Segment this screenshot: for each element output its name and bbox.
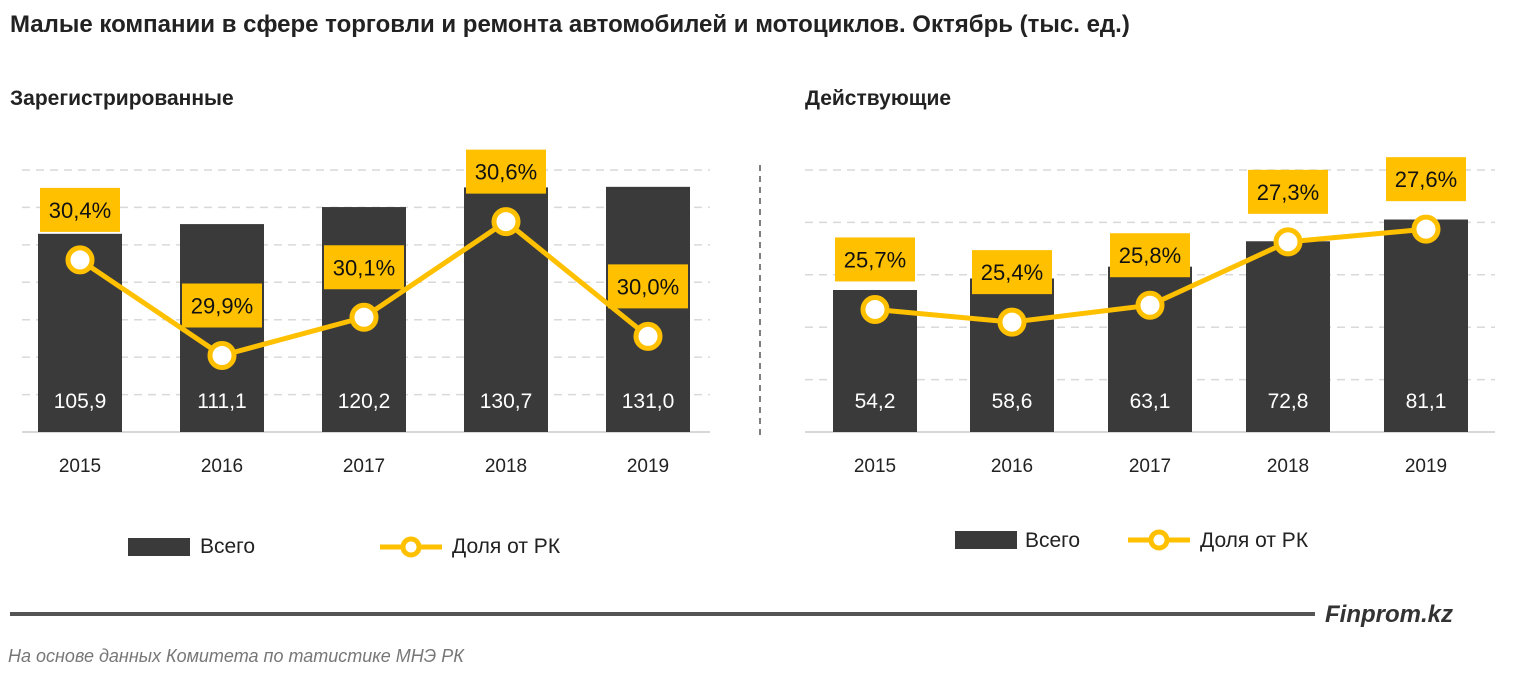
- share-label-box: [1248, 169, 1328, 214]
- legend-line-label: Доля от РК: [452, 535, 561, 558]
- share-label-box: [40, 187, 120, 232]
- right-chart-title: Действующие: [805, 87, 951, 110]
- brand-logo: Finprom.kz: [1325, 601, 1453, 628]
- share-label: 30,6%: [475, 160, 537, 185]
- bar: [606, 186, 690, 432]
- share-label: 30,0%: [617, 274, 679, 299]
- x-tick-label: 2019: [627, 456, 669, 477]
- main-title: Малые компании в сфере торговли и ремонт…: [10, 11, 1130, 38]
- share-label-box: [324, 245, 404, 290]
- legend-line-marker: [1148, 529, 1170, 551]
- legend-bar-label: Всего: [1025, 529, 1080, 552]
- left-chart: 105,9 2015 111,1 2016 120,2 2017 130,7 2018 131,…: [22, 149, 710, 477]
- bar: [1246, 241, 1330, 432]
- share-point: [1411, 214, 1441, 244]
- legend-bar-label: Всего: [200, 535, 255, 558]
- bar-value-label: 54,2: [855, 390, 896, 413]
- share-label-box: [835, 237, 915, 282]
- left-legend: Всего Доля от РК: [128, 535, 561, 558]
- bar-value-label: 58,6: [992, 390, 1033, 413]
- left-chart-title: Зарегистрированные: [10, 87, 234, 110]
- source-note: На основе данных Комитета по татистике М…: [8, 646, 465, 666]
- bar-value-label: 131,0: [622, 390, 675, 413]
- share-label: 27,6%: [1395, 167, 1457, 192]
- share-label: 27,3%: [1257, 180, 1319, 205]
- bar-value-label: 105,9: [54, 390, 107, 413]
- share-label-box: [608, 264, 688, 309]
- bar-value-label: 111,1: [197, 390, 246, 413]
- bar: [180, 224, 264, 432]
- bar-value-label: 130,7: [480, 390, 533, 413]
- share-point: [491, 207, 521, 237]
- right-chart: 54,2 2015 58,6 2016 63,1 2017 72,8 2018 81,1 2019…: [805, 157, 1495, 477]
- share-point: [349, 302, 379, 332]
- share-point: [997, 307, 1027, 337]
- share-label: 25,4%: [981, 260, 1043, 285]
- share-label-box: [182, 283, 262, 328]
- x-tick-label: 2018: [1267, 456, 1309, 477]
- share-label-box: [1386, 157, 1466, 202]
- x-tick-label: 2015: [59, 456, 101, 477]
- share-point: [1135, 290, 1165, 320]
- share-label: 29,9%: [191, 294, 253, 319]
- bar: [970, 278, 1054, 432]
- bar-value-label: 81,1: [1406, 390, 1447, 413]
- legend-line-marker: [400, 536, 422, 558]
- share-label: 25,7%: [844, 247, 906, 272]
- share-point: [207, 341, 237, 371]
- share-point: [65, 245, 95, 275]
- legend-line-label: Доля от РК: [1200, 529, 1309, 552]
- x-tick-label: 2016: [201, 456, 243, 477]
- share-label: 25,8%: [1119, 243, 1181, 268]
- share-point: [860, 294, 890, 324]
- legend-bar-swatch: [128, 538, 190, 556]
- share-label-box: [1110, 233, 1190, 278]
- bar-value-label: 63,1: [1130, 390, 1171, 413]
- share-label-box: [972, 250, 1052, 295]
- x-tick-label: 2016: [991, 456, 1033, 477]
- x-tick-label: 2019: [1405, 456, 1447, 477]
- x-tick-label: 2017: [1129, 456, 1171, 477]
- share-point: [633, 321, 663, 351]
- share-point: [1273, 227, 1303, 257]
- right-legend: Всего Доля от РК: [955, 529, 1309, 552]
- bar-value-label: 120,2: [338, 390, 391, 413]
- share-label: 30,1%: [333, 255, 395, 280]
- legend-bar-swatch: [955, 531, 1017, 549]
- x-tick-label: 2018: [485, 456, 527, 477]
- bar: [1384, 219, 1468, 432]
- bar-value-label: 72,8: [1268, 390, 1309, 413]
- x-tick-label: 2015: [854, 456, 896, 477]
- x-tick-label: 2017: [343, 456, 385, 477]
- share-label: 30,4%: [49, 198, 111, 223]
- share-label-box: [466, 149, 546, 194]
